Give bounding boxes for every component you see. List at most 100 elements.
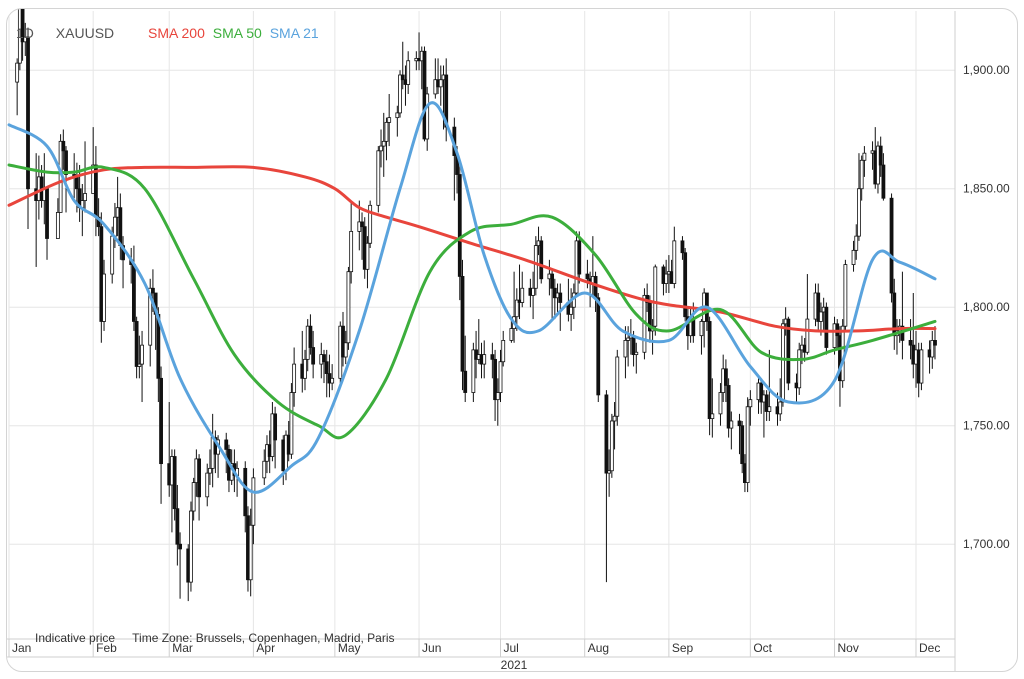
candle-body: [653, 266, 658, 327]
symbol-label[interactable]: XAUUSD: [55, 25, 115, 41]
interval-label[interactable]: 1D: [16, 25, 34, 41]
candle-body: [550, 273, 555, 289]
candle-body: [859, 159, 864, 190]
candle-body: [892, 292, 897, 337]
candle-body: [26, 36, 30, 190]
candle-body: [493, 358, 497, 401]
candle-body: [118, 207, 123, 247]
candle-body: [438, 79, 443, 88]
candle-body: [444, 74, 449, 128]
candle-body: [862, 152, 867, 161]
candle-body: [457, 174, 462, 277]
candle-body: [509, 328, 514, 341]
candle-body: [718, 392, 723, 415]
candle-body: [343, 342, 348, 358]
candle-body: [623, 340, 628, 358]
candle-body: [178, 543, 182, 550]
candle-body: [379, 145, 383, 152]
candle-body: [724, 368, 728, 386]
candle-body: [398, 74, 402, 114]
candle-body: [878, 145, 883, 166]
candle-body: [349, 230, 354, 273]
candle-body: [395, 112, 400, 119]
candle-body: [460, 276, 465, 372]
candle-body: [604, 394, 609, 474]
candle-body: [851, 249, 856, 265]
candle-body: [64, 150, 68, 175]
candle-body: [764, 394, 769, 412]
candle-body: [626, 337, 631, 341]
candle-body: [308, 325, 313, 348]
candle-body: [495, 392, 500, 401]
chart-legend: 1D XAUUSD SMA 200 SMA 50 SMA 21: [16, 25, 327, 41]
x-tick-label: Jan: [12, 641, 31, 655]
candle-body: [208, 467, 212, 474]
candle-body: [786, 318, 791, 384]
candle-body: [816, 292, 821, 322]
candle-body: [83, 193, 87, 201]
candle-body: [615, 356, 620, 417]
legend-sma-50[interactable]: SMA 50: [212, 25, 262, 41]
x-tick-label: Aug: [588, 641, 609, 655]
candle-body: [292, 363, 297, 393]
legend-sma-200[interactable]: SMA 200: [148, 25, 205, 41]
candle-body: [531, 287, 535, 296]
candle-body: [102, 273, 106, 322]
candle-body: [498, 361, 503, 393]
legend-sma-21[interactable]: SMA 21: [269, 25, 319, 41]
candle-body: [346, 271, 351, 344]
candle-body: [368, 204, 373, 244]
candle-body: [197, 458, 201, 498]
candle-body: [520, 287, 525, 303]
year-label: 2021: [501, 658, 528, 672]
candle-body: [311, 347, 316, 365]
candle-body: [683, 252, 688, 318]
candle-body: [490, 354, 495, 360]
candle-body: [384, 121, 389, 142]
candle-body: [778, 401, 783, 415]
candle-body: [707, 321, 712, 420]
candle-body: [15, 62, 20, 83]
candle-body: [908, 340, 913, 346]
candle-body: [737, 420, 742, 427]
candle-body: [175, 508, 180, 545]
candle-body: [341, 325, 345, 358]
candle-body: [248, 524, 253, 581]
series-sma-50: [7, 163, 937, 440]
candle-body: [819, 311, 823, 322]
candle-body: [631, 335, 636, 356]
series-sma-200: [7, 165, 937, 333]
candle-body: [387, 117, 392, 123]
y-tick-label: 1,750.00: [963, 419, 1010, 433]
candle-body: [74, 176, 79, 190]
candle-body: [577, 240, 582, 275]
candle-body: [159, 377, 163, 465]
price-chart[interactable]: 1,700.00 1,750.00 1,800.00 1,850.00 1,900.00…: [7, 9, 1018, 672]
y-tick-label: 1,700.00: [963, 537, 1010, 551]
candle-body: [672, 240, 677, 284]
candle-body: [781, 323, 785, 403]
candle-body: [110, 235, 115, 275]
candle-body: [726, 385, 731, 429]
candle-body: [262, 460, 267, 479]
candle-body: [324, 361, 329, 374]
x-tick-label: Mar: [172, 641, 193, 655]
candle-body: [137, 363, 142, 367]
candle-body: [191, 482, 196, 512]
candle-body: [593, 276, 598, 299]
candle-body: [767, 406, 772, 412]
candle-body: [607, 470, 612, 474]
timezone-note: Time Zone: Brussels, Copenhagen, Madrid,…: [132, 631, 395, 645]
candle-body: [729, 420, 734, 429]
candle-body: [251, 477, 256, 526]
candle-body: [609, 420, 614, 472]
candle-body: [224, 439, 229, 450]
candle-body: [835, 323, 840, 337]
y-tick-label: 1,900.00: [963, 63, 1010, 77]
candle-body: [243, 467, 248, 517]
candle-body: [710, 413, 715, 420]
candle-body: [61, 140, 66, 152]
candle-body: [172, 456, 177, 510]
candle-body: [805, 318, 810, 353]
candle-body: [205, 472, 210, 498]
